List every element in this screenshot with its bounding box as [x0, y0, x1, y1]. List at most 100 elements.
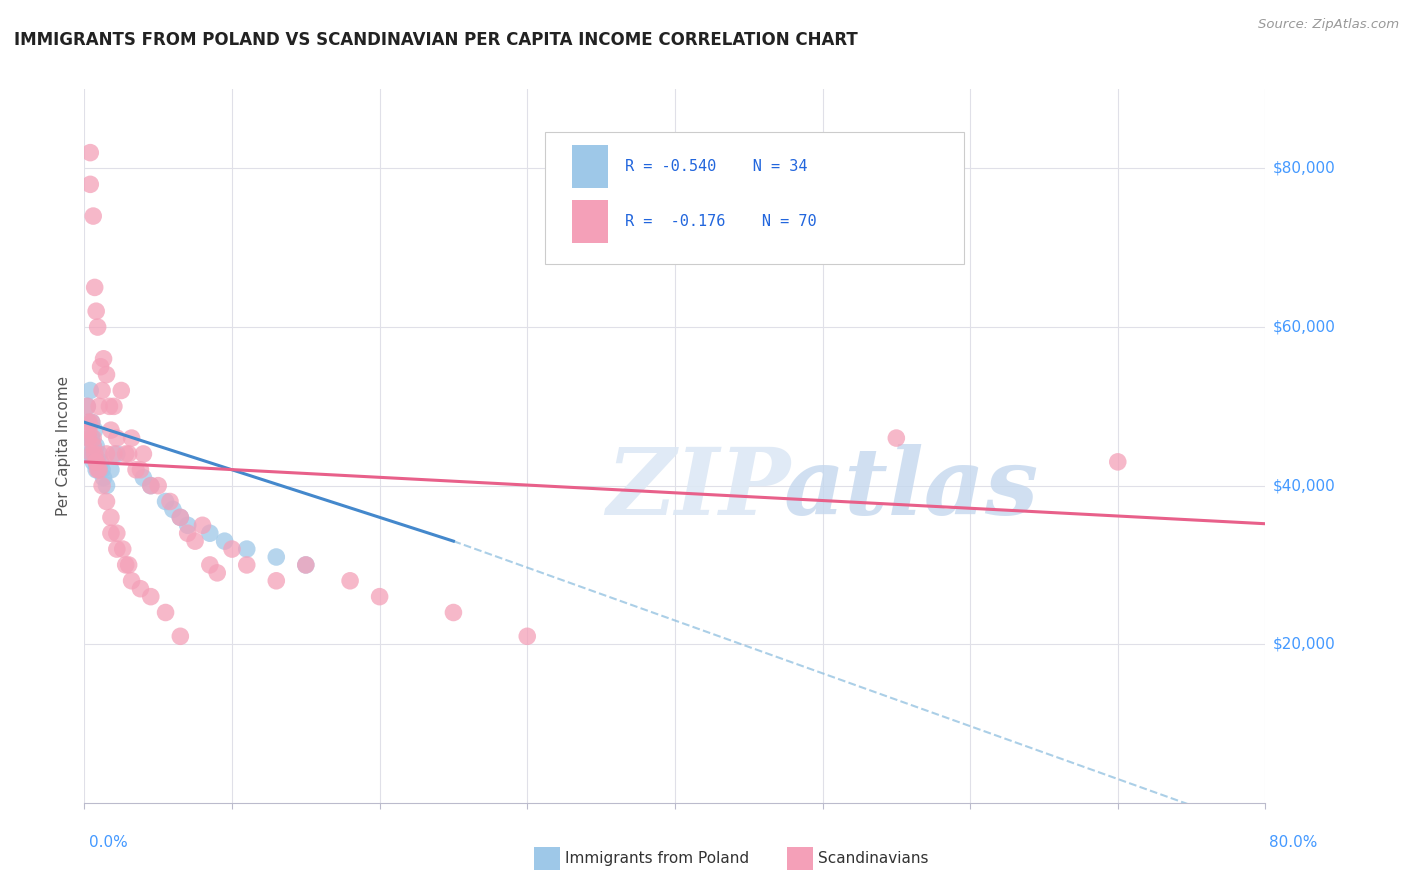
Point — [80, 415, 103, 429]
Point — [79, 447, 101, 461]
Text: Source: ZipAtlas.com: Source: ZipAtlas.com — [1258, 18, 1399, 31]
Point — [339, 574, 361, 588]
Point — [118, 447, 141, 461]
Point — [96, 478, 118, 492]
Point — [105, 526, 128, 541]
Text: ZIP: ZIP — [606, 444, 790, 533]
Point — [77, 423, 100, 437]
Point — [295, 558, 318, 572]
Point — [191, 518, 214, 533]
Point — [84, 455, 107, 469]
Point — [93, 471, 115, 485]
Point — [87, 463, 111, 477]
Point — [198, 526, 221, 541]
Point — [87, 463, 111, 477]
Point — [114, 558, 136, 572]
Point — [77, 431, 100, 445]
Point — [105, 447, 128, 461]
Point — [87, 447, 111, 461]
Point — [155, 494, 177, 508]
Point — [264, 549, 288, 564]
Point — [235, 558, 259, 572]
Point — [84, 455, 107, 469]
Point — [80, 447, 103, 461]
Point — [83, 280, 105, 294]
Point — [90, 359, 112, 374]
Text: R = -0.540    N = 34: R = -0.540 N = 34 — [626, 159, 808, 174]
Point — [368, 590, 391, 604]
Point — [139, 590, 162, 604]
Bar — [572, 145, 607, 188]
Point — [169, 510, 191, 524]
FancyBboxPatch shape — [546, 132, 965, 264]
Text: 80.0%: 80.0% — [1270, 836, 1317, 850]
Point — [91, 463, 114, 477]
Point — [177, 518, 200, 533]
Point — [441, 606, 464, 620]
Point — [169, 510, 191, 524]
Point — [79, 178, 101, 192]
Point — [235, 542, 259, 557]
Point — [118, 558, 141, 572]
Text: $80,000: $80,000 — [1272, 161, 1336, 176]
Text: $60,000: $60,000 — [1272, 319, 1336, 334]
Point — [295, 558, 318, 572]
Point — [80, 431, 103, 445]
Point — [139, 478, 162, 492]
Point — [111, 542, 134, 557]
Point — [77, 415, 100, 429]
Bar — [572, 200, 607, 243]
Point — [96, 368, 118, 382]
Point — [264, 574, 288, 588]
Text: $40,000: $40,000 — [1272, 478, 1336, 493]
Point — [121, 574, 143, 588]
Point — [82, 439, 104, 453]
Point — [100, 423, 122, 437]
Point — [103, 400, 125, 414]
Point — [82, 431, 104, 445]
Point — [86, 320, 108, 334]
Point — [91, 478, 114, 492]
Point — [100, 510, 122, 524]
Point — [80, 447, 103, 461]
Point — [114, 447, 136, 461]
Point — [125, 463, 148, 477]
Point — [155, 606, 177, 620]
Point — [86, 455, 108, 469]
Point — [1107, 455, 1129, 469]
Text: Scandinavians: Scandinavians — [818, 851, 929, 865]
Point — [83, 423, 105, 437]
Point — [77, 415, 100, 429]
Text: R =  -0.176    N = 70: R = -0.176 N = 70 — [626, 214, 817, 229]
Point — [100, 463, 122, 477]
Point — [110, 384, 132, 398]
Point — [169, 629, 191, 643]
Point — [105, 542, 128, 557]
Point — [129, 582, 152, 596]
Point — [76, 400, 98, 414]
Point — [82, 209, 104, 223]
Point — [96, 447, 118, 461]
Point — [80, 415, 103, 429]
Point — [132, 471, 155, 485]
Point — [83, 447, 105, 461]
Text: atlas: atlas — [783, 444, 1039, 533]
Point — [103, 447, 125, 461]
Point — [79, 145, 101, 160]
Point — [148, 478, 170, 492]
Text: Immigrants from Poland: Immigrants from Poland — [565, 851, 749, 865]
Point — [82, 455, 104, 469]
Point — [184, 534, 207, 549]
Point — [205, 566, 228, 580]
Point — [139, 478, 162, 492]
Point — [84, 304, 107, 318]
Point — [87, 400, 111, 414]
Point — [90, 455, 112, 469]
Point — [886, 431, 908, 445]
Point — [84, 463, 107, 477]
Point — [177, 526, 200, 541]
Point — [82, 439, 104, 453]
Point — [129, 463, 152, 477]
Point — [121, 431, 143, 445]
Point — [162, 502, 184, 516]
